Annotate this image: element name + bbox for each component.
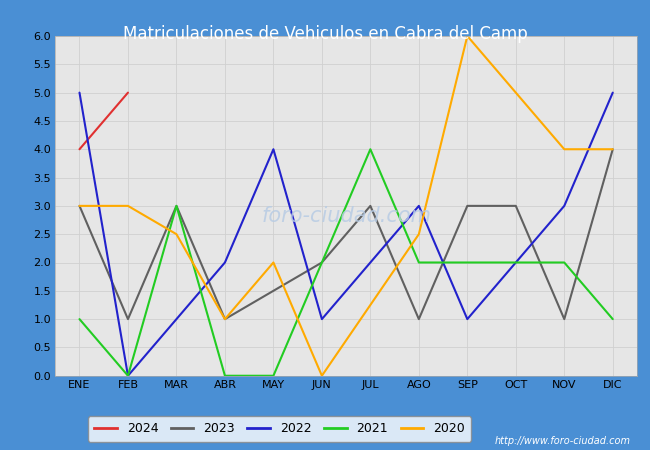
2023 [512,203,520,209]
2020 [318,373,326,378]
2021 [415,260,422,265]
2022 [415,203,422,209]
2022 [270,147,278,152]
2022 [221,260,229,265]
2020 [124,203,132,209]
2023 [221,316,229,322]
2024 [75,147,83,152]
2020 [221,316,229,322]
Text: http://www.foro-ciudad.com: http://www.foro-ciudad.com [495,436,630,446]
Line: 2023: 2023 [79,149,613,319]
Line: 2022: 2022 [79,93,613,376]
2022 [75,90,83,95]
Line: 2024: 2024 [79,93,128,149]
2023 [560,316,568,322]
2023 [172,203,180,209]
2023 [609,147,617,152]
2020 [560,147,568,152]
2023 [318,260,326,265]
2022 [609,90,617,95]
2020 [270,260,278,265]
Legend: 2024, 2023, 2022, 2021, 2020: 2024, 2023, 2022, 2021, 2020 [88,416,471,441]
2022 [172,316,180,322]
2023 [415,316,422,322]
2021 [124,373,132,378]
2023 [75,203,83,209]
2023 [124,316,132,322]
2021 [560,260,568,265]
2021 [463,260,471,265]
2022 [560,203,568,209]
2020 [463,33,471,39]
2021 [75,316,83,322]
Text: Matriculaciones de Vehiculos en Cabra del Camp: Matriculaciones de Vehiculos en Cabra de… [123,25,527,43]
2021 [221,373,229,378]
2021 [609,316,617,322]
2023 [463,203,471,209]
2022 [124,373,132,378]
2021 [270,373,278,378]
Line: 2021: 2021 [79,149,613,376]
2021 [367,147,374,152]
2023 [367,203,374,209]
2024 [124,90,132,95]
Line: 2020: 2020 [79,36,613,376]
2022 [318,316,326,322]
2020 [415,231,422,237]
2020 [172,231,180,237]
2021 [512,260,520,265]
2020 [609,147,617,152]
2022 [463,316,471,322]
2021 [172,203,180,209]
2020 [75,203,83,209]
Text: foro-ciudad.com: foro-ciudad.com [261,206,431,226]
